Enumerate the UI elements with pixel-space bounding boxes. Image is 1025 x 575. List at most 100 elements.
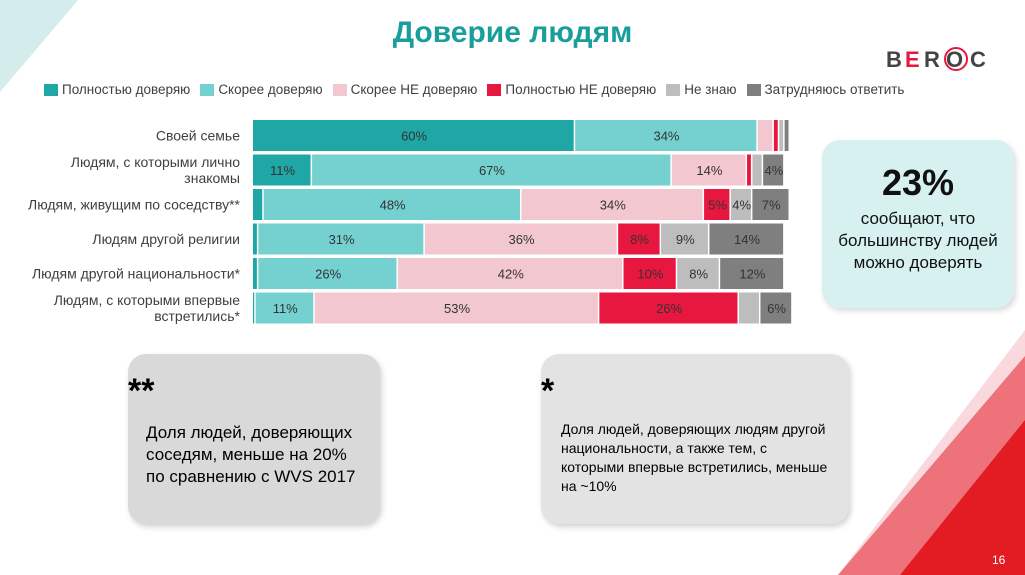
legend-swatch (746, 83, 761, 96)
bar-segment (575, 120, 757, 151)
category-label: Своей семье (156, 128, 240, 144)
logo-letter-b: B (886, 47, 902, 72)
stacked-bar-chart: Своей семье 60% 34% Людям, с которыми лично… (28, 120, 792, 324)
legend-swatch (332, 83, 347, 96)
legend-swatch (666, 83, 681, 96)
data-label: 8% (689, 267, 708, 282)
legend-label: Не знаю (684, 82, 737, 97)
bar-segment (752, 154, 762, 186)
bar-segment (763, 154, 784, 186)
bar-segment (258, 258, 397, 289)
data-label: 12% (739, 267, 765, 282)
bar-segment (704, 189, 730, 220)
legend-item-full-not: Полностью НЕ доверяю (487, 82, 656, 97)
bar-segment (623, 258, 676, 289)
bar-segment (773, 120, 778, 151)
bar-segment (253, 154, 311, 186)
bar-segment (738, 292, 759, 324)
bar-segment (752, 189, 789, 220)
bar-segment (397, 258, 623, 289)
data-label: 34% (600, 198, 626, 213)
note-box-neighbors: ** Доля людей, доверяющих соседям, меньш… (128, 354, 380, 524)
stat-text: сообщают, что большинству людей можно до… (838, 209, 998, 272)
legend-item-dont-know: Не знаю (666, 82, 737, 97)
bar-segment (677, 258, 719, 289)
legend-swatch (44, 83, 58, 96)
data-label: 60% (401, 129, 427, 144)
data-label: 53% (444, 301, 470, 316)
bar-segment (253, 258, 257, 289)
data-label: 9% (676, 232, 695, 247)
bar-segment (760, 292, 792, 324)
bar-segment (253, 292, 255, 324)
bar-segment (263, 189, 520, 220)
data-label: 6% (767, 301, 786, 316)
bar-segment (258, 223, 424, 255)
bar-segment (671, 154, 746, 186)
logo-circle (944, 47, 968, 71)
legend-item-full-trust: Полностью доверяю (44, 82, 190, 97)
category-label: Людям другой национальности* (32, 266, 241, 282)
logo-letter-o: O (946, 47, 963, 72)
data-label: 4% (732, 198, 751, 213)
data-label: 34% (653, 129, 679, 144)
bar-segment (599, 292, 738, 324)
data-label: 4% (764, 163, 783, 178)
legend-label: Скорее НЕ доверяю (350, 82, 478, 97)
note-text: Доля людей, доверяющих людям другой наци… (561, 421, 828, 494)
legend-label: Затрудняюсь ответить (764, 82, 905, 97)
bar-segment (661, 223, 708, 255)
note-box-nationality: * Доля людей, доверяющих людям другой на… (541, 354, 849, 524)
logo-letter-c: C (970, 47, 986, 72)
data-label: 8% (630, 232, 649, 247)
legend-swatch (200, 83, 215, 96)
note-asterisk: * (541, 372, 555, 410)
logo-letter-r: R (924, 47, 940, 72)
legend-label: Скорее доверяю (218, 82, 323, 97)
page-title: Доверие людям (392, 16, 633, 49)
bar-segment (720, 258, 784, 289)
data-label: 26% (315, 267, 341, 282)
bar-segment (521, 189, 703, 220)
bar-segment (779, 120, 784, 151)
bar-segment (709, 223, 784, 255)
beroc-logo: B E R O C (886, 47, 986, 72)
bar-segment (314, 292, 598, 324)
data-label: 26% (656, 301, 682, 316)
data-label: 31% (329, 232, 355, 247)
bar-segment (730, 189, 751, 220)
legend-item-rather-trust: Скорее доверяю (200, 82, 323, 97)
category-label: Людям, с которыми лично знакомы (71, 154, 240, 186)
bar-segment (255, 292, 314, 324)
category-label: Людям другой религии (92, 231, 240, 247)
legend-swatch (487, 83, 502, 96)
data-label: 11% (273, 301, 298, 316)
bottom-right-pink-shape (838, 330, 1025, 575)
logo-letter-e: E (905, 47, 920, 72)
bar-segment (424, 223, 617, 255)
legend-item-rather-not: Скорее НЕ доверяю (332, 82, 478, 97)
bar-segment (784, 120, 789, 151)
bar-segment (253, 120, 574, 151)
data-label: 48% (380, 198, 406, 213)
data-label: 14% (734, 232, 760, 247)
note-asterisk: ** (128, 372, 155, 410)
bar-segment (747, 154, 751, 186)
data-label: 7% (762, 198, 781, 213)
category-label: Людям, живущим по соседству** (28, 197, 241, 213)
legend-label: Полностью НЕ доверяю (505, 82, 657, 97)
category-label: Людям, с которыми впервые встретились* (54, 292, 241, 324)
data-label: 36% (508, 232, 534, 247)
chart-legend: Полностью доверяю Скорее доверяю Скорее … (44, 82, 914, 97)
bar-segment (253, 223, 257, 255)
bar-segment (312, 154, 671, 186)
data-label: 42% (498, 267, 524, 282)
data-label: 67% (479, 163, 505, 178)
bar-segment (253, 189, 263, 220)
bar-segment (757, 120, 773, 151)
note-text: Доля людей, доверяющих соседям, меньше н… (146, 423, 356, 486)
data-label: 14% (696, 163, 722, 178)
data-label: 5% (708, 198, 727, 213)
page-number: 16 (992, 553, 1006, 567)
